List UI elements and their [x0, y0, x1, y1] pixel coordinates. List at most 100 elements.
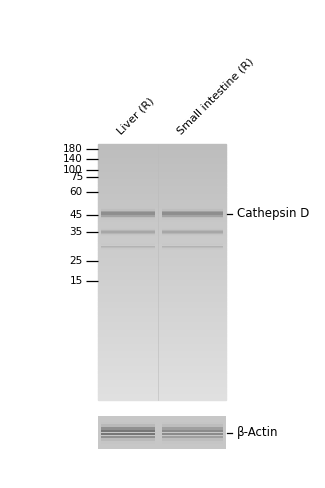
Bar — [98, 145, 226, 146]
Bar — [98, 168, 226, 169]
Bar — [162, 243, 223, 244]
Bar — [98, 326, 226, 327]
Bar — [98, 231, 226, 232]
Bar — [101, 243, 155, 244]
Bar — [98, 374, 226, 376]
Bar — [98, 175, 226, 176]
Bar — [98, 280, 226, 281]
Bar — [98, 364, 226, 366]
Bar — [162, 433, 223, 435]
Bar — [101, 244, 155, 245]
Bar — [162, 438, 223, 441]
Bar — [98, 335, 226, 336]
Bar — [101, 211, 155, 212]
Bar — [98, 337, 226, 339]
Bar — [98, 265, 226, 267]
Bar — [98, 224, 226, 226]
Bar — [98, 244, 226, 245]
Bar — [162, 246, 223, 247]
Bar — [98, 284, 226, 285]
Bar — [98, 339, 226, 340]
Bar — [98, 306, 226, 308]
Bar — [98, 292, 226, 294]
Text: 15: 15 — [70, 276, 83, 285]
Bar — [162, 214, 223, 215]
Bar — [98, 152, 226, 153]
Bar — [98, 372, 226, 373]
Bar — [98, 267, 226, 268]
Bar — [101, 219, 155, 220]
Bar — [98, 358, 226, 359]
Bar — [98, 191, 226, 193]
Bar — [98, 269, 226, 271]
Bar — [98, 220, 226, 221]
Bar — [98, 368, 226, 369]
Bar — [98, 361, 226, 362]
Bar — [101, 230, 155, 231]
Bar — [98, 320, 226, 321]
Bar — [98, 314, 226, 316]
Bar — [98, 195, 226, 197]
Bar — [101, 215, 155, 217]
Bar — [98, 150, 226, 152]
Bar — [98, 228, 226, 230]
Bar — [98, 345, 226, 346]
Text: Liver (R): Liver (R) — [115, 96, 155, 137]
Bar — [98, 392, 226, 394]
Bar — [98, 156, 226, 157]
Bar — [98, 353, 226, 354]
Bar — [98, 287, 226, 289]
Bar — [101, 425, 155, 427]
Bar — [101, 234, 155, 235]
Bar — [98, 381, 226, 382]
Bar — [101, 208, 155, 209]
Bar — [98, 378, 226, 380]
Bar — [98, 179, 226, 180]
Bar — [98, 209, 226, 210]
Bar — [98, 395, 226, 396]
Bar — [98, 416, 226, 449]
Bar — [98, 346, 226, 347]
Bar — [98, 325, 226, 326]
Bar — [162, 208, 223, 209]
Bar — [98, 302, 226, 303]
Bar — [162, 441, 223, 444]
Bar — [162, 247, 223, 248]
Bar — [98, 164, 226, 166]
Bar — [98, 187, 226, 189]
Bar — [98, 166, 226, 167]
Bar — [98, 299, 226, 300]
Bar — [98, 351, 226, 353]
Bar — [98, 154, 226, 156]
Bar — [98, 161, 226, 162]
Text: 60: 60 — [70, 187, 83, 197]
Bar — [98, 214, 226, 216]
Text: Small intestine (R): Small intestine (R) — [175, 57, 255, 137]
Bar — [98, 261, 226, 262]
Bar — [98, 213, 226, 214]
Bar — [98, 394, 226, 395]
Bar — [162, 244, 223, 245]
Bar — [98, 331, 226, 332]
Bar — [98, 334, 226, 335]
Text: 100: 100 — [63, 165, 83, 175]
Bar — [98, 390, 226, 391]
Bar — [98, 282, 226, 284]
Bar — [98, 189, 226, 190]
Bar — [98, 240, 226, 241]
Bar — [98, 176, 226, 177]
Bar — [98, 327, 226, 328]
Text: β-Actin: β-Actin — [237, 426, 279, 439]
Bar — [98, 295, 226, 296]
Bar — [101, 212, 155, 214]
Bar — [98, 253, 226, 254]
Bar — [98, 183, 226, 185]
Bar — [98, 148, 226, 149]
Bar — [98, 332, 226, 333]
Bar — [98, 343, 226, 344]
Bar — [101, 427, 155, 429]
Bar — [98, 279, 226, 280]
Bar — [101, 248, 155, 249]
Bar — [98, 218, 226, 220]
Bar — [98, 357, 226, 358]
